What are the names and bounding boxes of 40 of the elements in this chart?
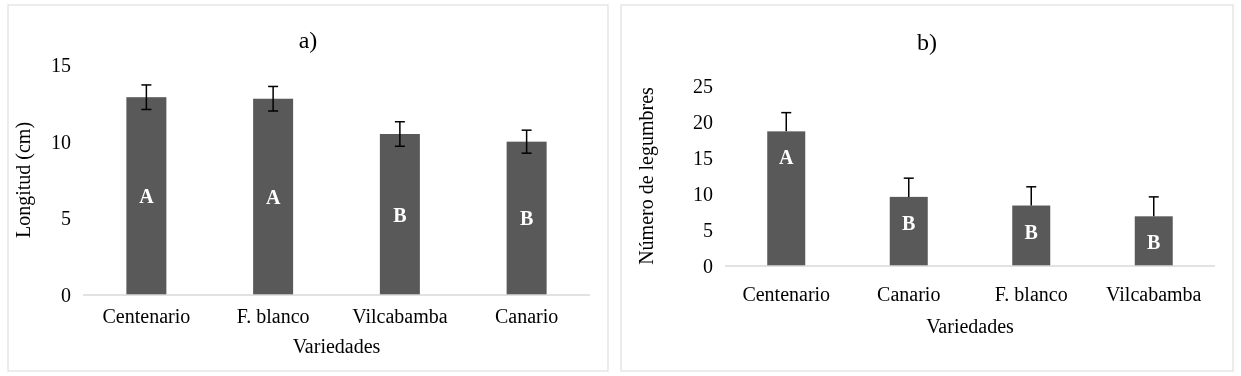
- y-tick-label: 10: [693, 183, 713, 205]
- x-tick-label: Canario: [877, 283, 941, 305]
- annotation: B: [519, 207, 534, 230]
- x-tick-label: Canario: [494, 305, 559, 327]
- y-tick-label: 0: [703, 255, 713, 277]
- annotation: A: [139, 185, 155, 208]
- bar: [379, 134, 420, 295]
- annotation: B: [1024, 220, 1038, 243]
- y-tick-label: 10: [51, 130, 71, 153]
- x-tick-label: Centenario: [102, 305, 191, 327]
- annotation: A: [779, 146, 795, 169]
- y-tick-label: 5: [61, 207, 71, 230]
- annotation: B: [902, 211, 916, 234]
- bar: [506, 141, 547, 295]
- y-tick-label: 15: [51, 54, 71, 76]
- y-axis-title: Número de legumbres: [635, 86, 658, 265]
- annotation: A: [265, 185, 281, 208]
- bar: [1134, 216, 1173, 266]
- chart-title: a): [298, 27, 318, 53]
- x-tick-label: F. blanco: [236, 305, 310, 327]
- bar: [126, 97, 167, 295]
- y-tick-label: 20: [693, 111, 713, 133]
- annotation: B: [393, 203, 407, 226]
- x-tick-label: Vilcabamba: [352, 305, 448, 327]
- y-tick-label: 25: [693, 75, 713, 97]
- x-axis-title: Variedades: [926, 315, 1015, 337]
- y-axis-title: Longitud (cm): [12, 121, 35, 239]
- chart-title: b): [917, 29, 937, 55]
- x-tick-label: Vilcabamba: [1106, 283, 1202, 305]
- x-tick-label: Centenario: [742, 283, 831, 305]
- bar: [767, 131, 806, 266]
- x-axis-title: Variedades: [292, 335, 381, 357]
- y-tick-label: 5: [703, 219, 713, 241]
- annotation: B: [1147, 231, 1161, 254]
- y-tick-label: 0: [61, 284, 71, 306]
- bar: [253, 98, 294, 295]
- bar: [1012, 205, 1051, 266]
- x-tick-label: F. blanco: [994, 283, 1068, 305]
- y-tick-label: 15: [693, 147, 713, 169]
- bar: [889, 196, 928, 266]
